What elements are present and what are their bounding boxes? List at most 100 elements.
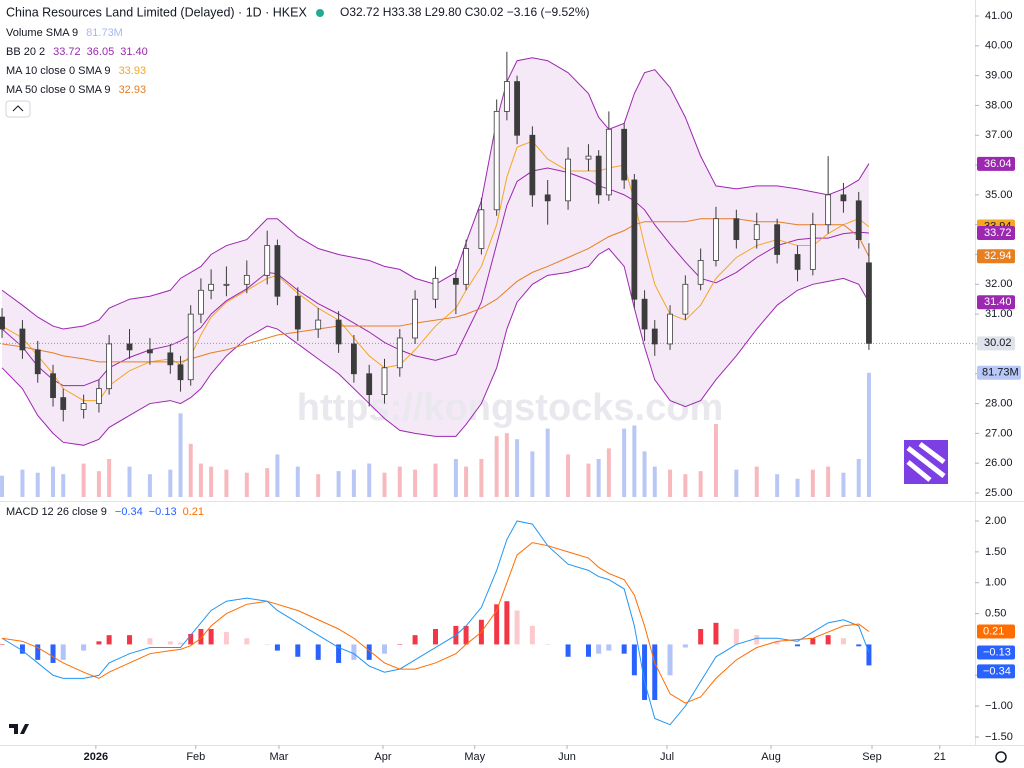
y-tick-label: 41.00 (985, 10, 1013, 22)
macd-label: −0.34 (983, 665, 1011, 677)
candle-body (641, 298, 648, 330)
volume-bar (209, 466, 214, 497)
candle-body (713, 218, 719, 261)
volume-bar (275, 454, 280, 497)
volume-bar (127, 466, 132, 497)
macd-label-box (977, 624, 1015, 639)
y-tick-label: 26.00 (985, 457, 1013, 469)
macd-histogram-bar (494, 604, 500, 645)
volume-bar (464, 466, 469, 497)
x-tick-label: 2026 (84, 751, 108, 763)
volume-bar (530, 451, 535, 497)
macd-histogram-bar (264, 644, 270, 645)
volume-bar (336, 471, 341, 497)
settings-icon[interactable] (995, 751, 1007, 763)
x-tick-label: Mar (269, 751, 288, 763)
price-label: 36.04 (984, 158, 1012, 170)
candle-body (315, 319, 322, 330)
candle-body (529, 134, 536, 196)
volume-label: 81.73M (982, 367, 1019, 379)
candle-body (855, 200, 862, 240)
y-tick-label: 39.00 (985, 70, 1013, 82)
candle-body (595, 155, 602, 196)
volume-bar (775, 474, 780, 497)
plot-layer (0, 57, 871, 497)
macd-histogram-bar (397, 644, 403, 645)
candle-body (774, 224, 781, 255)
macd-histogram-bar (621, 644, 627, 654)
logo (904, 440, 948, 484)
candle-body (866, 262, 872, 344)
volume-bar (367, 463, 372, 497)
candle-body (187, 313, 194, 381)
volume-bar (596, 459, 601, 497)
macd-histogram-bar (652, 644, 658, 700)
indicator-line (1, 167, 869, 387)
ohlc-quote: O32.72 H33.38 L29.80 C30.02 −3.16 (−9.52… (340, 5, 590, 19)
candle-body (60, 397, 67, 410)
macd-histogram-bar (412, 635, 418, 645)
macd-histogram-bar (106, 635, 112, 645)
macd-histogram-bar (795, 644, 801, 647)
volume-bar (734, 469, 739, 497)
macd-y-tick-label: 0.50 (985, 607, 1006, 619)
candle-body (198, 289, 204, 315)
macd-label: 0.21 (983, 625, 1004, 637)
volume-bar (545, 428, 550, 497)
macd-histogram-bar (698, 629, 704, 645)
signal-line (1, 542, 870, 704)
candle-body (697, 260, 704, 285)
candle-body (565, 158, 571, 202)
volume-bar (51, 466, 56, 497)
x-tick-label: Aug (761, 751, 781, 763)
collapse-legend[interactable] (5, 100, 31, 118)
volume-bar (642, 451, 647, 497)
price-label: 33.72 (984, 227, 1012, 239)
macd-histogram-bar (667, 644, 673, 676)
candle-body (794, 254, 801, 270)
indicator-line (1, 247, 870, 446)
volume-bar (453, 459, 458, 497)
header: China Resources Land Limited (Delayed) ·… (6, 5, 590, 19)
legend-name: MACD 12 26 close 9 (6, 506, 107, 518)
macd-histogram-bar (682, 644, 688, 648)
macd-histogram-bar (198, 629, 204, 645)
legend-name: MA 10 close 0 SMA 9 (6, 65, 111, 77)
volume-bar (20, 469, 25, 497)
settings[interactable] (995, 751, 1007, 763)
macd-histogram-bar (840, 638, 846, 645)
candle-body (126, 343, 133, 351)
x-tick-label: Jul (660, 751, 674, 763)
candle-body (478, 209, 485, 249)
macd-histogram-bar (856, 644, 862, 647)
x-tick-label: Jun (558, 751, 576, 763)
chart-title: China Resources Land Limited (Delayed) ·… (6, 5, 307, 19)
candle-body (80, 403, 87, 410)
volume-bar (479, 459, 484, 497)
volume-bar (683, 474, 688, 497)
volume-bar (606, 448, 611, 497)
price-label: 32.94 (984, 250, 1012, 262)
macd-histogram-bar (596, 644, 602, 654)
volume-bar (566, 454, 571, 497)
volume-bar (0, 475, 5, 497)
candle-body (809, 224, 816, 270)
macd-histogram-bar (188, 633, 194, 645)
price-label-box (977, 249, 1015, 264)
macd-histogram-bar (514, 610, 520, 645)
volume-bar (295, 466, 300, 497)
price-label-box (977, 226, 1015, 241)
candle-body (396, 337, 403, 369)
broker-logo-mark (906, 442, 946, 482)
volume-bar (413, 469, 418, 497)
volume-bar (713, 424, 718, 497)
volume-bar (244, 472, 249, 497)
volume-bar (826, 466, 831, 497)
volume-bar (515, 439, 520, 497)
candle-body (0, 316, 5, 330)
macd-label-box (977, 664, 1015, 679)
macd-histogram-bar (463, 625, 469, 645)
macd-histogram-bar (19, 644, 25, 654)
